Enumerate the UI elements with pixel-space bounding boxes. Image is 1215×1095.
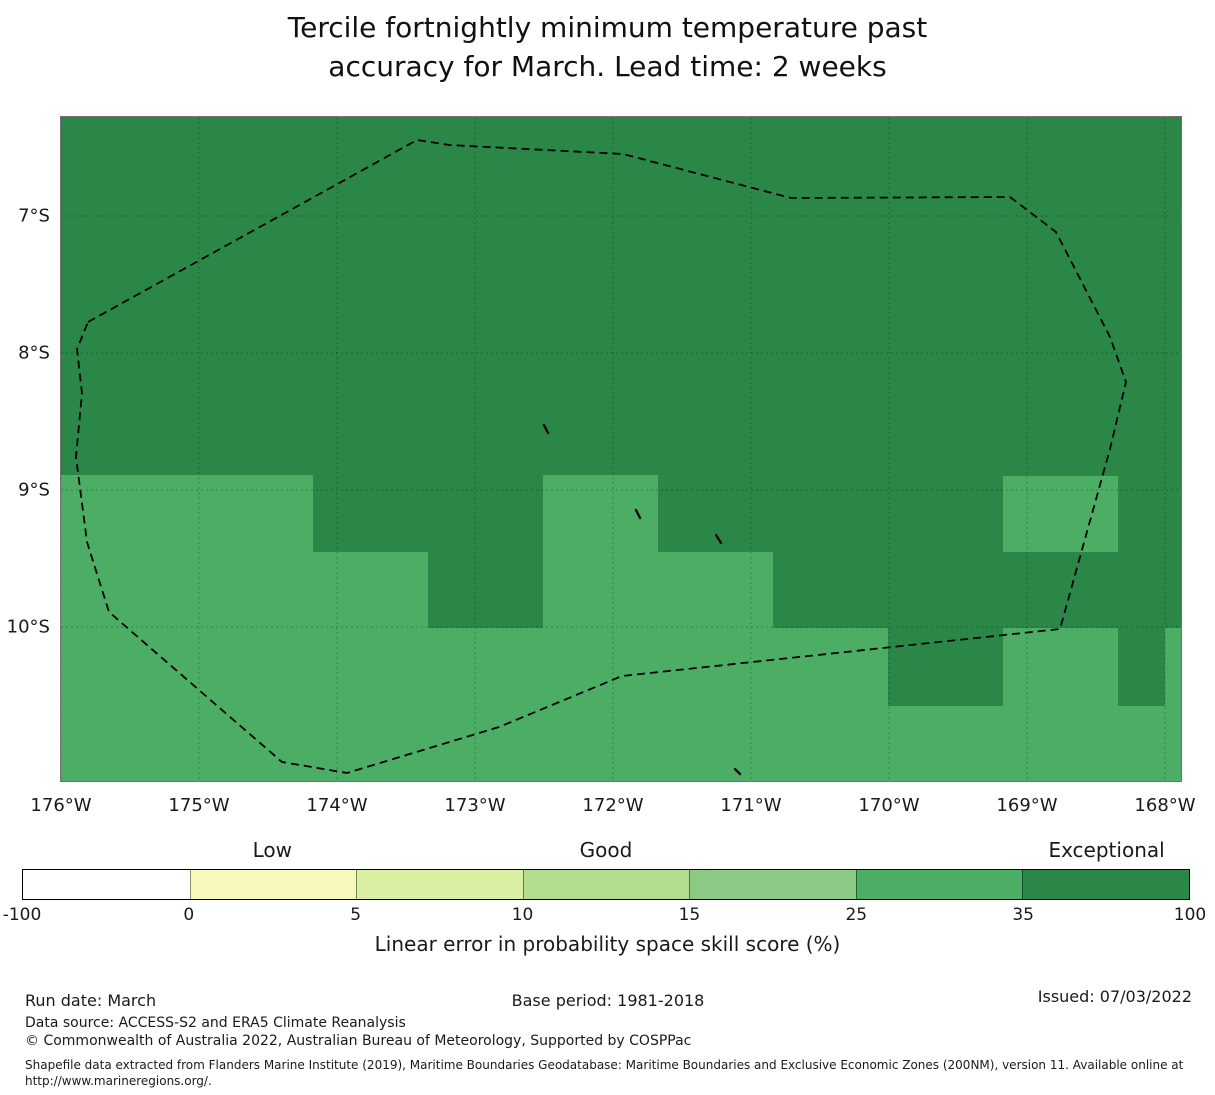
map-skill-cell (61, 628, 1181, 781)
colorbar-segment (522, 870, 690, 899)
colorbar-tick-label: 100 (1173, 905, 1207, 925)
eez-boundary-line (75, 139, 1127, 774)
colorbar-segment (356, 870, 523, 899)
colorbar-tick-label: 5 (350, 905, 362, 925)
chart-title: Tercile fortnightly minimum temperature … (0, 8, 1215, 86)
longitude-tick-label: 174°W (306, 795, 368, 816)
map-skill-cell (1003, 476, 1118, 552)
shapefile-credit-line1: Shapefile data extracted from Flanders M… (25, 1058, 1184, 1072)
island-mark (634, 508, 642, 520)
colorbar-segment (855, 870, 1023, 899)
colorbar-tick-label: 10 (511, 905, 534, 925)
latitude-tick-label: 7°S (18, 205, 50, 227)
colorbar-tick-label: 15 (678, 905, 701, 925)
colorbar-category-label: Low (252, 838, 292, 862)
longitude-tick-label: 171°W (720, 795, 782, 816)
latitude-tick-label: 8°S (18, 342, 50, 364)
longitude-tick-label: 170°W (858, 795, 920, 816)
map-skill-cell (1118, 628, 1165, 706)
skill-score-map (60, 116, 1182, 782)
colorbar-segment (23, 870, 190, 899)
longitude-tick-label: 175°W (168, 795, 230, 816)
shapefile-credit-line2: http://www.marineregions.org/. (25, 1074, 212, 1088)
colorbar-axis-label: Linear error in probability space skill … (374, 932, 841, 956)
longitude-tick-label: 169°W (996, 795, 1058, 816)
latitude-tick-label: 9°S (18, 479, 50, 501)
longitude-tick-label: 176°W (30, 795, 92, 816)
latitude-tick-label: 10°S (6, 616, 50, 638)
island-mark (733, 767, 742, 776)
colorbar-segment (189, 870, 357, 899)
colorbar-segment (689, 870, 856, 899)
base-period-text: Base period: 1981-2018 (511, 991, 705, 1010)
copyright-text: © Commonwealth of Australia 2022, Austra… (25, 1033, 692, 1049)
longitude-tick-label: 168°W (1134, 795, 1196, 816)
issued-date-text: Issued: 07/03/2022 (1037, 987, 1192, 1006)
colorbar-tick-label: 35 (1012, 905, 1034, 925)
map-skill-cell (543, 475, 658, 628)
island-mark (714, 533, 723, 545)
colorbar-category-label: Good (579, 838, 633, 862)
colorbar-category-label: Exceptional (1048, 838, 1165, 862)
island-mark (542, 423, 550, 435)
colorbar-tick-label: 25 (845, 905, 868, 925)
map-skill-cell (313, 552, 428, 628)
colorbar-tick-label: 0 (183, 905, 195, 925)
colorbar (22, 869, 1190, 900)
map-skill-cell (61, 475, 313, 628)
longitude-tick-label: 172°W (582, 795, 644, 816)
longitude-tick-label: 173°W (444, 795, 506, 816)
map-skill-cell (658, 552, 773, 628)
chart-title-line1: Tercile fortnightly minimum temperature … (287, 11, 928, 44)
run-date-text: Run date: March (25, 991, 157, 1010)
colorbar-segment (1022, 870, 1189, 899)
chart-title-line2: accuracy for March. Lead time: 2 weeks (328, 50, 887, 83)
map-skill-cell (888, 628, 1003, 706)
colorbar-tick-label: -100 (2, 905, 42, 925)
data-source-text: Data source: ACCESS-S2 and ERA5 Climate … (25, 1015, 406, 1031)
